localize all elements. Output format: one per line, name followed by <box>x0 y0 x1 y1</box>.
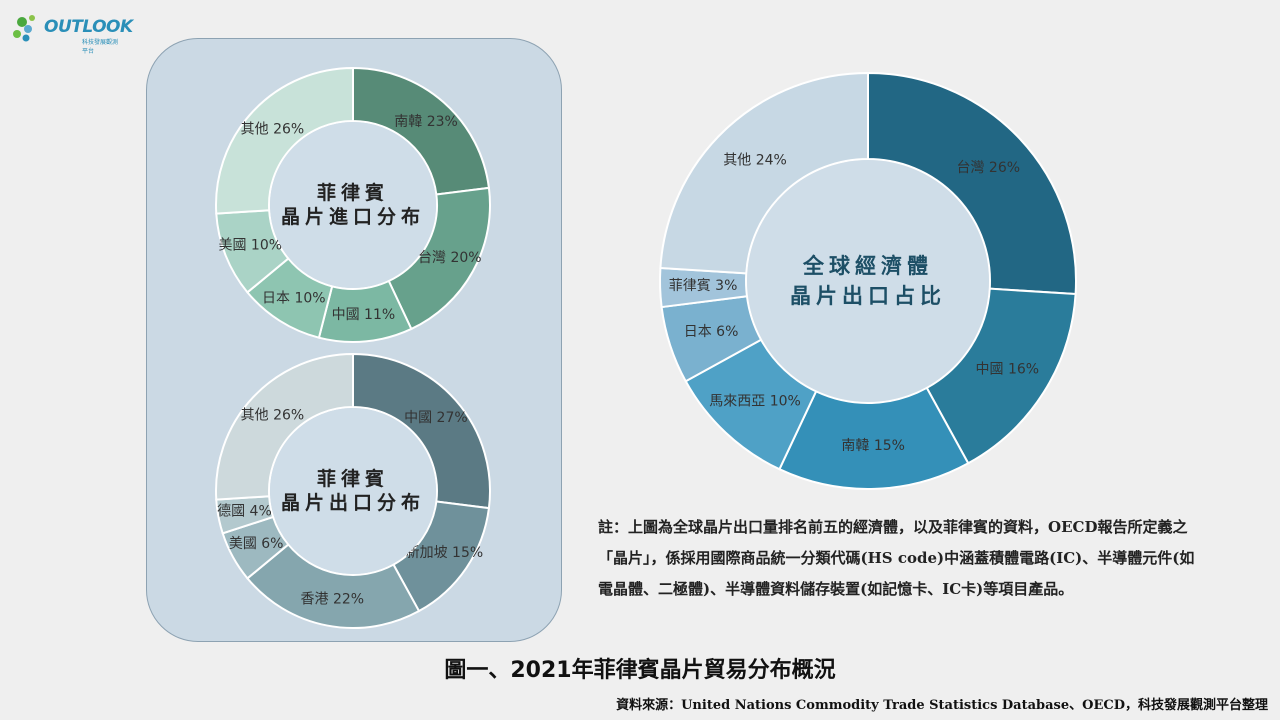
chart-note: 註：上圖為全球晶片出口量排名前五的經濟體，以及菲律賓的資料，OECD報告所定義之… <box>598 518 1195 598</box>
segment-label: 其他 24% <box>723 153 787 169</box>
segment-label: 中國 27% <box>404 410 468 426</box>
segment-label: 其他 26% <box>241 407 305 423</box>
donut-title: 晶片出口占比 <box>790 284 946 308</box>
segment-label: 馬來西亞 10% <box>709 393 801 409</box>
segment-label: 日本 10% <box>262 290 326 306</box>
global-export-share-donut: 台灣 26% 中國 16% 南韓 15% 馬來西亞 10% 日本 6% 菲律賓 3% 其他 … <box>659 71 1077 490</box>
donut-title: 晶片進口分布 <box>281 205 425 228</box>
segment-label: 香港 22% <box>301 592 365 608</box>
segment-label: 美國 10% <box>218 238 282 254</box>
segment-label: 台灣 20% <box>418 250 482 266</box>
donut-segment <box>215 66 354 215</box>
segment-label: 南韓 15% <box>841 438 905 454</box>
donut-hole <box>270 408 436 574</box>
segment-label: 新加坡 15% <box>406 545 484 561</box>
donut-hole <box>270 122 436 288</box>
philippines-export-donut: 中國 27% 新加坡 15% 香港 22% 美國 6% 德國 4% 其他 26% 菲律賓晶片… <box>215 352 491 629</box>
segment-label: 台灣 26% <box>956 160 1020 176</box>
segment-label: 美國 6% <box>229 536 284 552</box>
segment-label: 日本 6% <box>684 324 739 340</box>
logo-leaf-icon <box>13 15 35 42</box>
donut-hole <box>747 160 989 402</box>
figure-title: 圖一、2021年菲律賓晶片貿易分布概況 <box>444 658 836 683</box>
segment-label: 南韓 23% <box>394 114 458 130</box>
outlook-logo: OUTLOOK 科技發展觀測平台 <box>10 8 133 55</box>
donut-segment <box>352 66 491 196</box>
data-source: 資料來源：United Nations Commodity Trade Stat… <box>616 698 1268 713</box>
logo-text: OUTLOOK <box>44 17 133 37</box>
segment-label: 菲律賓 3% <box>669 277 738 294</box>
donut-title: 全球經濟體 <box>802 254 933 278</box>
segment-label: 德國 4% <box>217 504 272 520</box>
donut-segment <box>659 71 869 275</box>
donut-title: 菲律賓 <box>317 181 389 204</box>
logo-subtitle: 科技發展觀測平台 <box>82 39 119 55</box>
donut-title: 晶片出口分布 <box>281 491 425 514</box>
donut-segment <box>215 352 354 501</box>
segment-label: 中國 11% <box>332 307 396 323</box>
segment-label: 其他 26% <box>241 121 305 137</box>
donut-title: 菲律賓 <box>317 467 389 490</box>
donut-segment <box>352 352 491 510</box>
donut-segment <box>867 71 1077 296</box>
segment-label: 中國 16% <box>976 361 1040 377</box>
philippines-import-donut: 南韓 23% 台灣 20% 中國 11% 日本 10% 美國 10% 其他 26% 菲律賓晶… <box>215 66 491 343</box>
